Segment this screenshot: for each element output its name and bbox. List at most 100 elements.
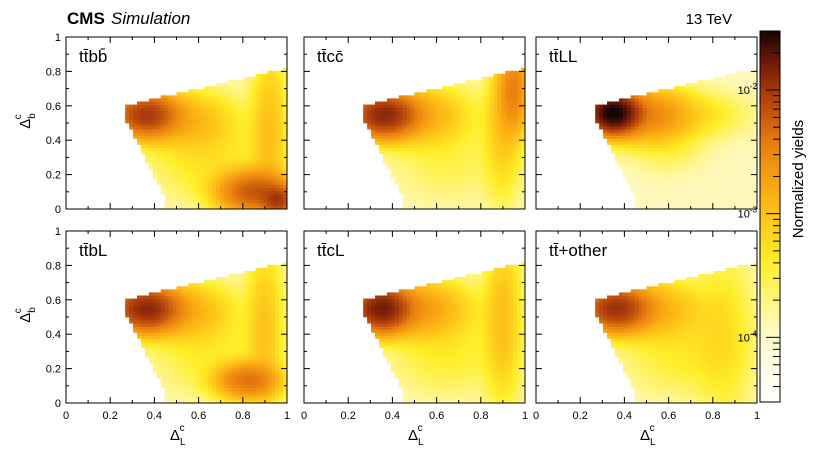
heatmap-cell [184, 369, 189, 373]
heatmap-cell [227, 190, 233, 195]
heatmap-cell [402, 116, 408, 121]
heatmap-cell [275, 193, 280, 198]
heatmap-cell [283, 83, 287, 87]
heatmap-cell [152, 110, 158, 115]
heatmap-cell [223, 83, 229, 87]
heatmap-cell [188, 196, 193, 201]
heatmap-cell [453, 159, 459, 164]
heatmap-cell [188, 110, 193, 115]
heatmap-cell [247, 156, 252, 161]
heatmap-cell [717, 80, 722, 84]
heatmap-cell [176, 335, 181, 339]
heatmap-cell [701, 119, 707, 124]
heatmap-cell [662, 113, 667, 118]
heatmap-cell [642, 113, 647, 118]
heatmap-cell [446, 95, 451, 99]
heatmap-cell [279, 187, 284, 191]
heatmap-cell [227, 196, 233, 201]
heatmap-cell [465, 175, 471, 179]
heatmap-cell [176, 184, 181, 188]
heatmap-cell [386, 126, 392, 130]
heatmap-cell [465, 184, 471, 188]
heatmap-cell [168, 193, 173, 198]
heatmap-cell [493, 205, 498, 209]
heatmap-cell [513, 113, 518, 118]
heatmap-cell [501, 187, 506, 191]
heatmap-cell [164, 202, 170, 207]
heatmap-cell [650, 187, 655, 191]
heatmap-cell [453, 135, 459, 139]
heatmap-cell [164, 307, 170, 312]
heatmap-cell [753, 95, 757, 99]
heatmap-cell [682, 144, 687, 148]
heatmap-cell [626, 175, 632, 179]
heatmap-cell [148, 341, 154, 346]
heatmap-cell [390, 113, 396, 118]
heatmap-cell [168, 295, 173, 299]
heatmap-cell [697, 126, 703, 130]
heatmap-cell [721, 98, 726, 102]
heatmap-cell [422, 101, 427, 105]
heatmap-cell [709, 175, 714, 179]
heatmap-cell [513, 107, 518, 112]
heatmap-cell [753, 172, 757, 176]
heatmap-cell [453, 147, 459, 152]
heatmap-cell [176, 350, 181, 355]
heatmap-cell [749, 73, 754, 78]
heatmap-cell [275, 89, 280, 93]
heatmap-cell [279, 126, 284, 130]
heatmap-cell [283, 181, 287, 185]
heatmap-cell [689, 166, 695, 170]
heatmap-cell [521, 175, 525, 179]
heatmap-cell [473, 156, 479, 161]
heatmap-cell [227, 187, 233, 191]
heatmap-cell [160, 347, 166, 352]
heatmap-cell [275, 98, 280, 102]
heatmap-cell [227, 104, 233, 109]
heatmap-cell [689, 116, 695, 121]
heatmap-cell [152, 135, 158, 139]
heatmap-cell [259, 101, 264, 105]
heatmap-cell [283, 144, 287, 148]
heatmap-cell [184, 344, 189, 349]
heatmap-cell [654, 162, 659, 167]
heatmap-cell [642, 166, 647, 170]
heatmap-cell [168, 292, 173, 296]
heatmap-cell [275, 196, 280, 201]
heatmap-cell [247, 178, 252, 182]
heatmap-cell [469, 132, 475, 136]
heatmap-cell [251, 141, 256, 145]
heatmap-cell [152, 366, 158, 370]
heatmap-cell [650, 175, 655, 179]
heatmap-cell [375, 126, 380, 130]
heatmap-cell [239, 113, 244, 118]
heatmap-cell [239, 150, 244, 155]
heatmap-cell [646, 107, 651, 112]
heatmap-cell [666, 101, 671, 105]
heatmap-cell [259, 205, 264, 209]
heatmap-cell [394, 126, 400, 130]
heatmap-cell [626, 132, 632, 136]
heatmap-cell [642, 110, 647, 115]
heatmap-cell [180, 181, 185, 185]
heatmap-cell [394, 107, 400, 112]
heatmap-cell [426, 101, 431, 105]
heatmap-cell [599, 113, 604, 118]
heatmap-cell [678, 162, 683, 167]
heatmap-cell [152, 153, 158, 158]
heatmap-cell [618, 101, 624, 105]
heatmap-cell [279, 119, 284, 124]
heatmap-cell [513, 162, 518, 167]
heatmap-cell [426, 181, 431, 185]
heatmap-cell [745, 153, 750, 158]
heatmap-cell [737, 110, 742, 115]
heatmap-cell [144, 126, 150, 130]
heatmap-cell [275, 126, 280, 130]
heatmap-cell [709, 83, 714, 87]
heatmap-cell [666, 123, 671, 127]
heatmap-cell [453, 150, 459, 155]
heatmap-cell [457, 156, 463, 161]
heatmap-cell [729, 181, 734, 185]
heatmap-cell [386, 150, 392, 155]
heatmap-cell [622, 116, 628, 121]
